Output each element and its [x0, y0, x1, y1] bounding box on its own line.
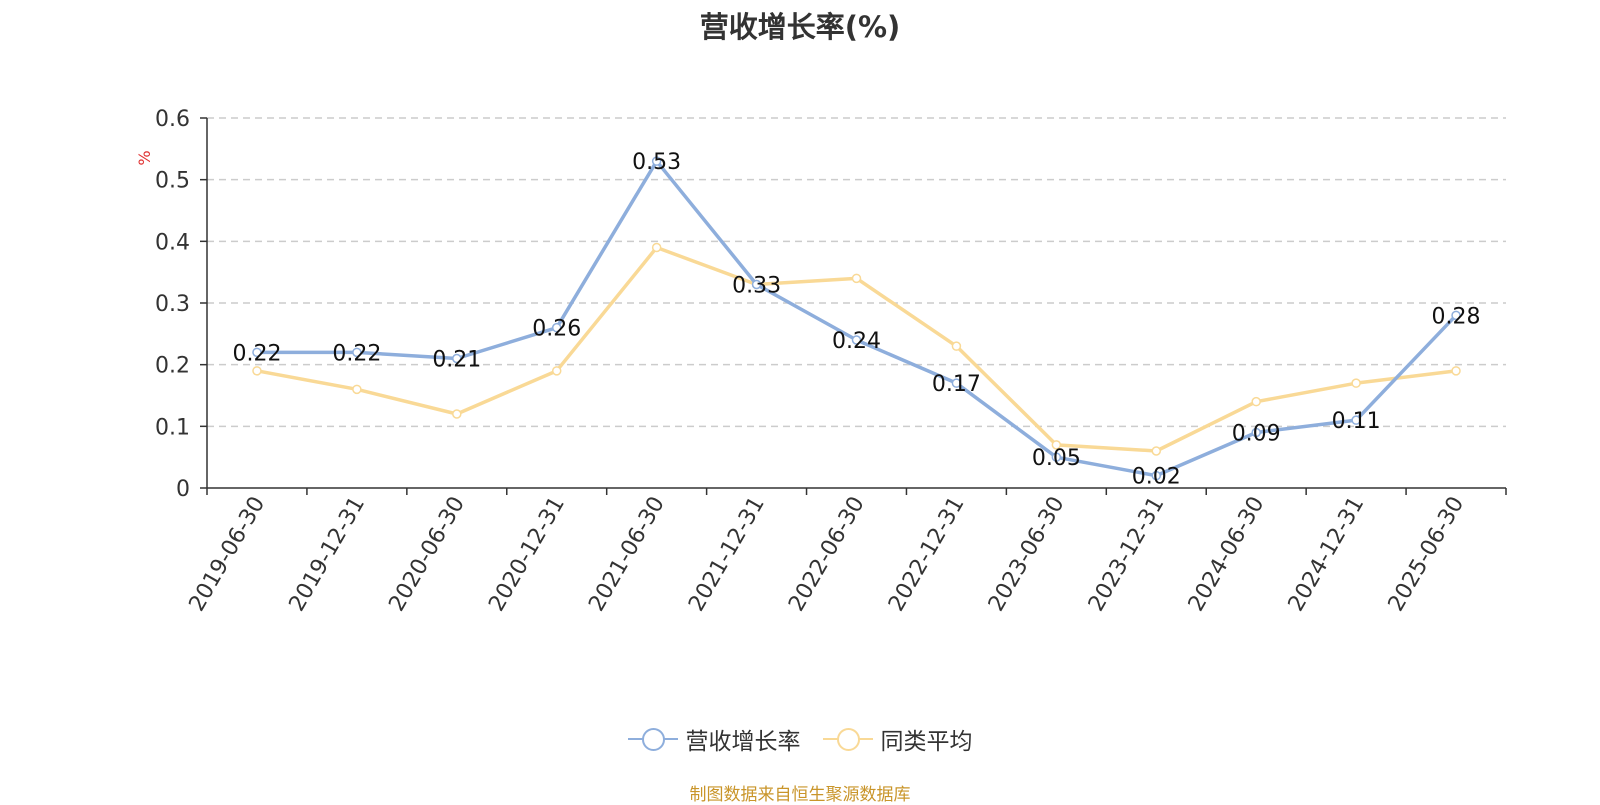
legend: 营收增长率 同类平均 — [0, 722, 1600, 756]
x-tick-label: 2025-06-30 — [1384, 493, 1470, 616]
x-tick-label: 2021-12-31 — [684, 493, 770, 616]
legend-label: 营收增长率 — [685, 729, 801, 755]
x-tick-label: 2024-06-30 — [1184, 493, 1270, 616]
data-point — [1351, 415, 1361, 425]
data-point — [1451, 366, 1461, 376]
data-point — [1251, 427, 1261, 438]
legend-item-peer-average[interactable]: 同类平均 — [822, 722, 973, 756]
data-label: 0.17 — [932, 372, 981, 397]
y-tick-label: 0.4 — [155, 230, 190, 255]
data-point — [1151, 446, 1162, 456]
data-label: 0.22 — [332, 341, 381, 366]
y-axis-unit-label: % — [135, 150, 154, 165]
data-point — [651, 242, 662, 253]
legend-marker-icon — [822, 726, 873, 752]
data-label: 0.22 — [232, 341, 281, 366]
data-point — [551, 322, 562, 333]
data-point — [352, 384, 362, 395]
x-tick-label: 2019-12-31 — [285, 493, 371, 616]
data-point — [452, 353, 462, 364]
legend-label: 同类平均 — [880, 729, 973, 755]
data-point — [651, 156, 662, 166]
data-point — [252, 366, 262, 376]
data-point — [1151, 470, 1162, 481]
data-source-note: 制图数据来自恒生聚源数据库 — [689, 785, 911, 805]
x-tick-label: 2023-12-31 — [1084, 493, 1170, 616]
data-point — [851, 273, 862, 284]
data-labels: 0.22 0.22 0.21 0.26 0.53 0.33 0.24 0.17 0.05 0.02… — [232, 150, 1481, 490]
legend-item-revenue-growth[interactable]: 营收增长率 — [627, 722, 801, 756]
y-tick-label: 0.1 — [155, 415, 190, 440]
data-label: 0.11 — [1332, 409, 1381, 434]
data-label: 0.02 — [1132, 465, 1181, 490]
x-tick-label: 2021-06-30 — [584, 493, 670, 616]
data-point — [452, 409, 462, 419]
data-label: 0.21 — [432, 348, 481, 373]
data-point — [1451, 310, 1461, 321]
data-label: 0.24 — [832, 329, 881, 354]
series-lines — [252, 156, 1461, 481]
x-tick-label: 2022-12-31 — [884, 493, 970, 616]
x-tick-label: 2024-12-31 — [1284, 493, 1370, 616]
data-label: 0.33 — [732, 274, 781, 299]
data-point — [1051, 440, 1062, 450]
data-point — [951, 378, 962, 388]
x-tick-label: 2022-06-30 — [784, 493, 870, 616]
legend-marker-icon — [627, 726, 678, 752]
data-point — [1051, 452, 1062, 462]
data-point — [551, 366, 562, 376]
data-point — [352, 347, 362, 358]
data-label: 0.53 — [632, 150, 681, 175]
y-tick-label: 0.2 — [155, 354, 190, 379]
x-tick-label: 2020-06-30 — [384, 493, 470, 616]
data-label: 0.26 — [532, 317, 581, 342]
data-point — [252, 347, 262, 358]
grid-lines — [207, 117, 1506, 428]
y-tick-label: 0 — [176, 477, 190, 502]
data-label: 0.28 — [1432, 304, 1481, 329]
y-tick-label: 0.3 — [155, 292, 190, 317]
data-point — [851, 335, 862, 345]
y-tick-label: 0.6 — [155, 107, 190, 132]
data-point — [751, 279, 762, 290]
x-tick-label: 2023-06-30 — [984, 493, 1070, 616]
data-label: 0.09 — [1232, 422, 1281, 447]
y-tick-label: 0.5 — [155, 169, 190, 194]
data-point — [1251, 396, 1261, 407]
chart-title: 营收增长率(%) — [699, 10, 901, 44]
data-point — [1351, 378, 1361, 388]
data-label: 0.05 — [1032, 446, 1081, 471]
x-tick-label: 2019-06-30 — [185, 493, 271, 616]
x-tick-label: 2020-12-31 — [484, 493, 570, 616]
data-point — [951, 341, 962, 351]
